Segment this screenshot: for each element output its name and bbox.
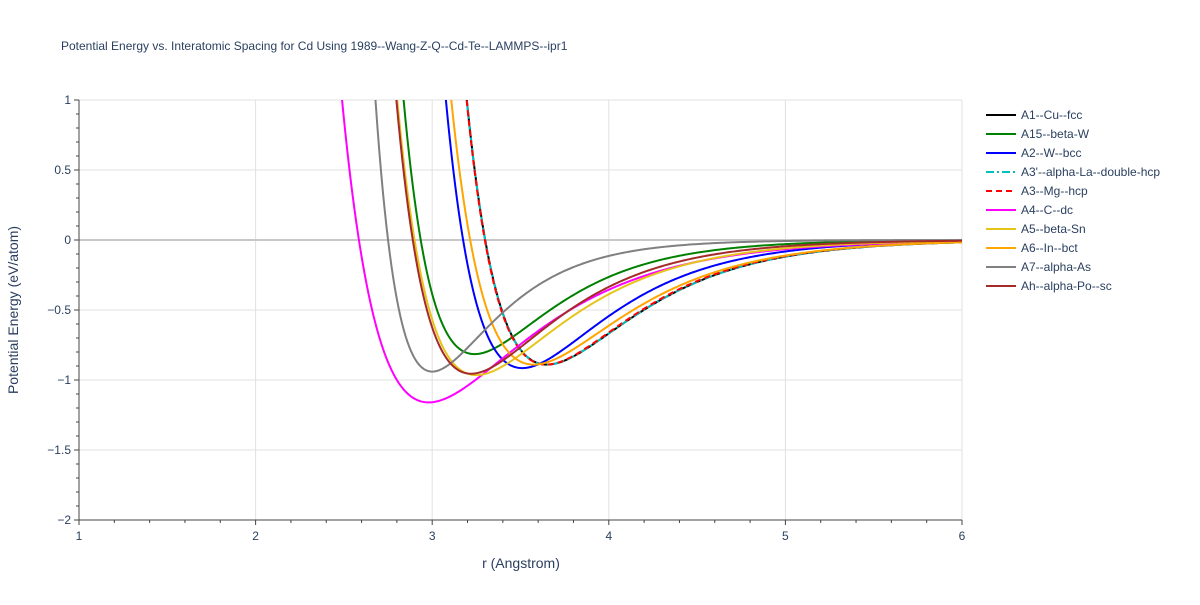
- legend-item[interactable]: A4--C--dc: [986, 203, 1073, 217]
- legend-label: A2--W--bcc: [1021, 146, 1081, 160]
- y-tick-label: −1: [57, 373, 71, 387]
- x-tick-label: 6: [959, 529, 966, 543]
- x-axis-title: r (Angstrom): [482, 555, 560, 571]
- legend-item[interactable]: A1--Cu--fcc: [986, 108, 1082, 122]
- plot-area[interactable]: [323, 0, 962, 404]
- x-tick-label: 4: [605, 529, 612, 543]
- legend-label: A6--In--bct: [1021, 241, 1078, 255]
- y-tick-label: 1: [64, 93, 71, 107]
- y-tick-label: 0: [64, 233, 71, 247]
- y-tick-label: −2: [57, 513, 71, 527]
- legend-item[interactable]: A3'--alpha-La--double-hcp: [986, 165, 1160, 179]
- x-tick-label: 1: [76, 529, 83, 543]
- legend-label: A3--Mg--hcp: [1021, 184, 1088, 198]
- legend-label: A3'--alpha-La--double-hcp: [1021, 165, 1160, 179]
- y-tick-label: 0.5: [54, 163, 71, 177]
- y-tick-label: −0.5: [47, 303, 71, 317]
- legend-item[interactable]: A7--alpha-As: [986, 260, 1091, 274]
- series-line-a6-in-bct: [450, 100, 962, 366]
- legend-item[interactable]: Ah--alpha-Po--sc: [986, 279, 1112, 293]
- series-line-a7-alpha-as: [374, 100, 962, 373]
- legend-item[interactable]: A3--Mg--hcp: [986, 184, 1088, 198]
- legend-label: A5--beta-Sn: [1021, 222, 1086, 236]
- legend-item[interactable]: A6--In--bct: [986, 241, 1078, 255]
- series-line-ah-alpha-po-sc: [395, 100, 962, 375]
- x-tick-label: 5: [782, 529, 789, 543]
- axis-layer: 1 2 3 4 5 6 1 0.5 0 −0.5 −1 −1.5 −2: [47, 93, 965, 543]
- legend-label: A4--C--dc: [1021, 203, 1073, 217]
- legend[interactable]: A1--Cu--fcc A15--beta-W A2--W--bcc A3'--alp…: [986, 108, 1160, 293]
- legend-label: Ah--alpha-Po--sc: [1021, 279, 1112, 293]
- legend-label: A7--alpha-As: [1021, 260, 1091, 274]
- legend-label: A1--Cu--fcc: [1021, 108, 1082, 122]
- legend-label: A15--beta-W: [1021, 127, 1090, 141]
- y-tick-label: −1.5: [47, 443, 71, 457]
- legend-item[interactable]: A15--beta-W: [986, 127, 1090, 141]
- x-tick-label: 3: [429, 529, 436, 543]
- legend-item[interactable]: A2--W--bcc: [986, 146, 1081, 160]
- y-axis-title: Potential Energy (eV/atom): [5, 226, 21, 394]
- x-tick-label: 2: [252, 529, 259, 543]
- chart-title: Potential Energy vs. Interatomic Spacing…: [61, 39, 568, 53]
- legend-item[interactable]: A5--beta-Sn: [986, 222, 1086, 236]
